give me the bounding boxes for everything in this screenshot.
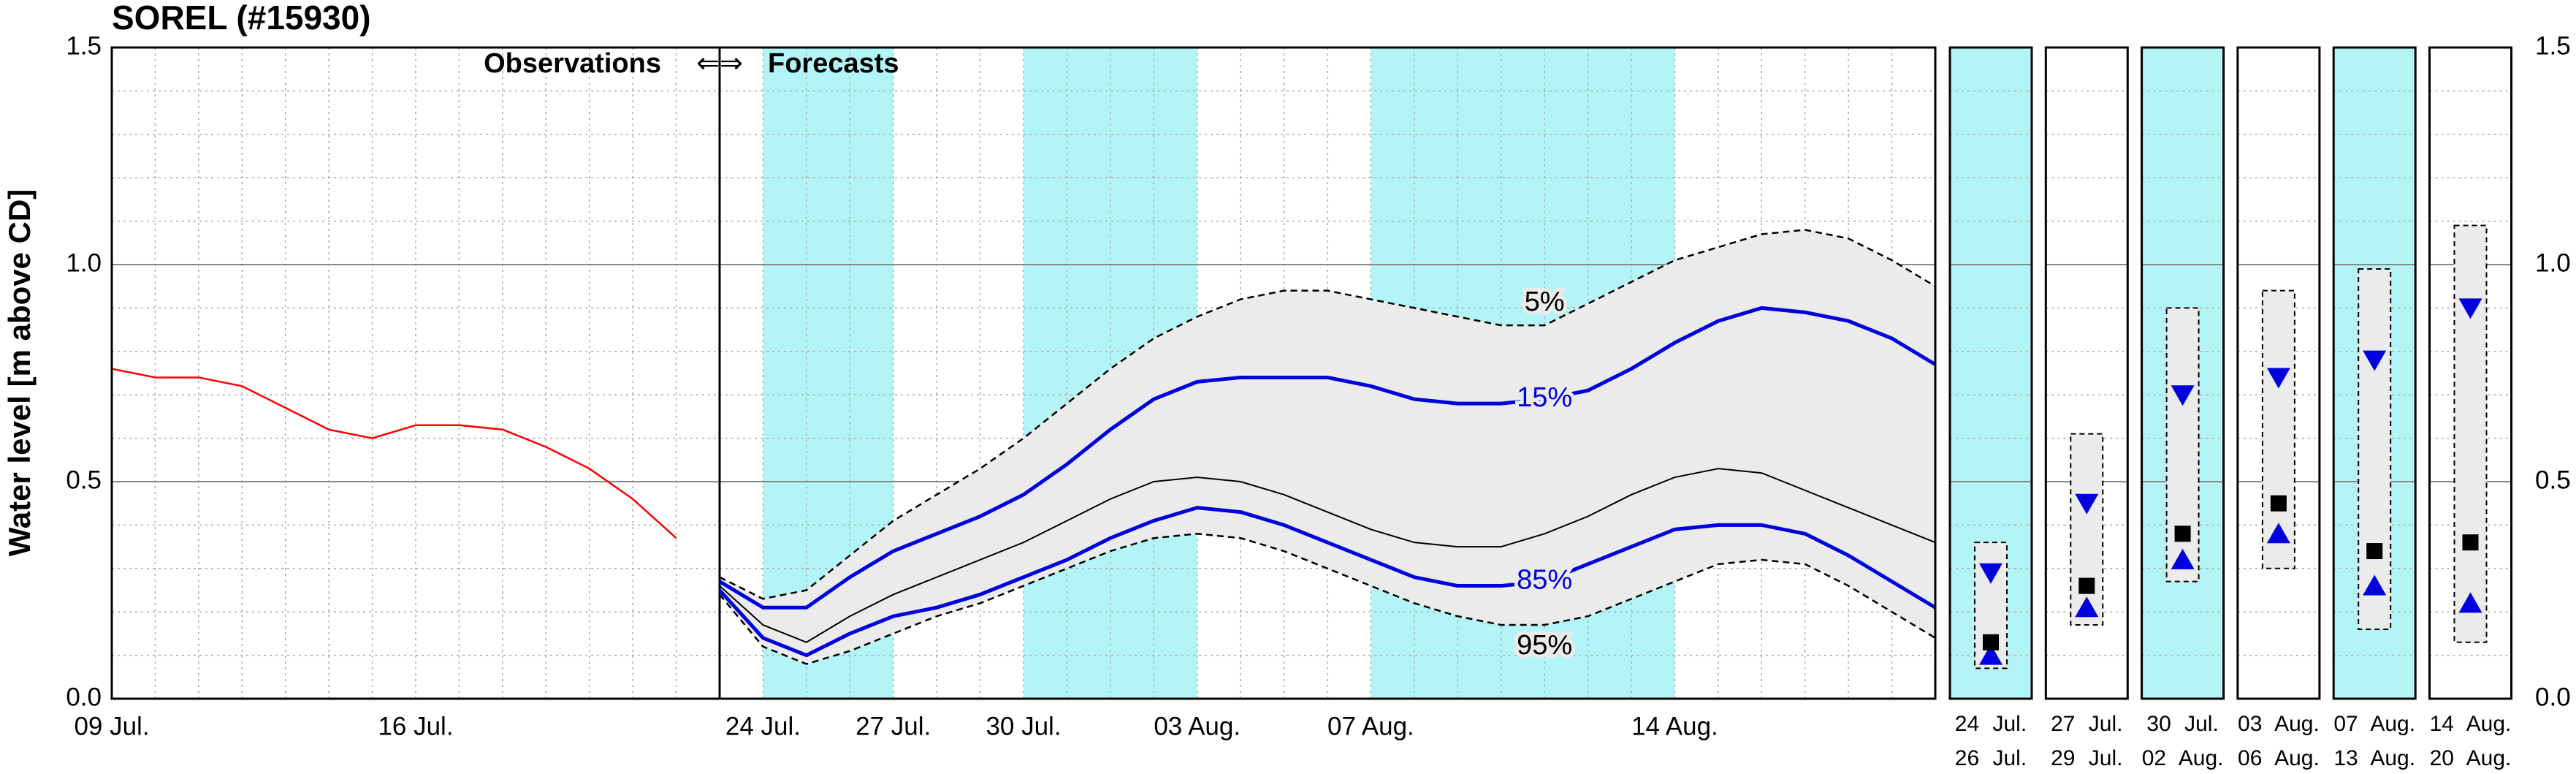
series-line xyxy=(719,468,1936,643)
period-start: 14 Aug. xyxy=(2430,712,2512,736)
annotation: Observations xyxy=(484,48,661,79)
x-tick-label: 30 Jul. xyxy=(986,712,1061,740)
lower-marker xyxy=(2171,548,2195,569)
period-start: 27 Jul. xyxy=(2051,712,2122,736)
series-label: 15% xyxy=(1517,382,1572,413)
range-box xyxy=(2453,224,2488,643)
range-box xyxy=(2358,268,2392,630)
y-axis-label: Water level [m above CD] xyxy=(2,189,37,557)
annotation: ⇐⇒ xyxy=(696,48,743,79)
median-marker xyxy=(2078,577,2095,594)
right-y-tick-label: 1.0 xyxy=(2535,248,2571,277)
period-start: 24 Jul. xyxy=(1955,712,2027,736)
series-line xyxy=(719,229,1936,600)
upper-marker xyxy=(2266,368,2290,389)
right-y-tick-label: 0.0 xyxy=(2535,683,2571,711)
period-end: 06 Aug. xyxy=(2238,746,2320,770)
right-y-tick-label: 1.5 xyxy=(2535,31,2571,60)
y-tick-label: 1.5 xyxy=(66,31,102,60)
series-label: 85% xyxy=(1517,565,1572,596)
upper-marker xyxy=(2458,298,2482,319)
band xyxy=(720,229,1935,664)
series-line xyxy=(719,533,1936,665)
median-marker xyxy=(1983,634,1999,650)
range-box xyxy=(2261,289,2295,569)
median-marker xyxy=(2462,534,2479,551)
series-line xyxy=(718,306,1937,610)
chart-title: SOREL (#15930) xyxy=(112,0,371,37)
y-tick-label: 0.5 xyxy=(66,466,102,494)
upper-marker xyxy=(1979,563,2003,584)
series-label: 95% xyxy=(1517,630,1572,661)
period-end: 02 Aug. xyxy=(2142,746,2224,770)
period-end: 13 Aug. xyxy=(2333,746,2415,770)
panel-frame xyxy=(2141,46,2225,700)
x-tick-label: 24 Jul. xyxy=(725,712,801,740)
x-tick-label: 07 Aug. xyxy=(1327,712,1414,740)
y-tick-label: 0.0 xyxy=(66,683,102,711)
series-line xyxy=(111,368,677,539)
median-marker xyxy=(2174,526,2191,542)
x-tick-label: 14 Aug. xyxy=(1631,712,1718,740)
plot-frame xyxy=(110,46,1937,700)
period-end: 26 Jul. xyxy=(1955,746,2027,770)
y-tick-label: 1.0 xyxy=(66,248,102,277)
period-start: 03 Aug. xyxy=(2238,712,2320,736)
upper-marker xyxy=(2363,350,2387,371)
lower-marker xyxy=(2363,574,2387,596)
lower-marker xyxy=(2458,592,2482,613)
annotation: Forecasts xyxy=(768,48,899,79)
x-tick-label: 03 Aug. xyxy=(1154,712,1241,740)
x-tick-label: 09 Jul. xyxy=(74,712,149,740)
panel-frame xyxy=(2428,46,2512,700)
panel-frame xyxy=(2332,46,2417,700)
series-label: 5% xyxy=(1525,287,1565,317)
period-end: 29 Jul. xyxy=(2051,746,2122,770)
upper-marker xyxy=(2171,385,2195,406)
lower-marker xyxy=(2266,523,2290,544)
lower-marker xyxy=(2075,596,2099,618)
period-end: 20 Aug. xyxy=(2430,746,2512,770)
right-y-tick-label: 0.5 xyxy=(2535,466,2571,494)
panel-frame xyxy=(2044,46,2129,700)
range-box xyxy=(2070,433,2104,626)
x-tick-label: 16 Jul. xyxy=(378,712,453,740)
median-marker xyxy=(2366,543,2383,560)
panel-frame xyxy=(1948,46,2033,700)
period-start: 07 Aug. xyxy=(2333,712,2415,736)
median-marker xyxy=(2270,495,2287,512)
x-tick-label: 27 Jul. xyxy=(856,712,931,740)
panel-frame xyxy=(2236,46,2321,700)
series-line xyxy=(718,506,1937,658)
lower-marker xyxy=(1979,644,2003,665)
upper-marker xyxy=(2075,493,2099,515)
period-start: 30 Jul. xyxy=(2146,712,2218,736)
